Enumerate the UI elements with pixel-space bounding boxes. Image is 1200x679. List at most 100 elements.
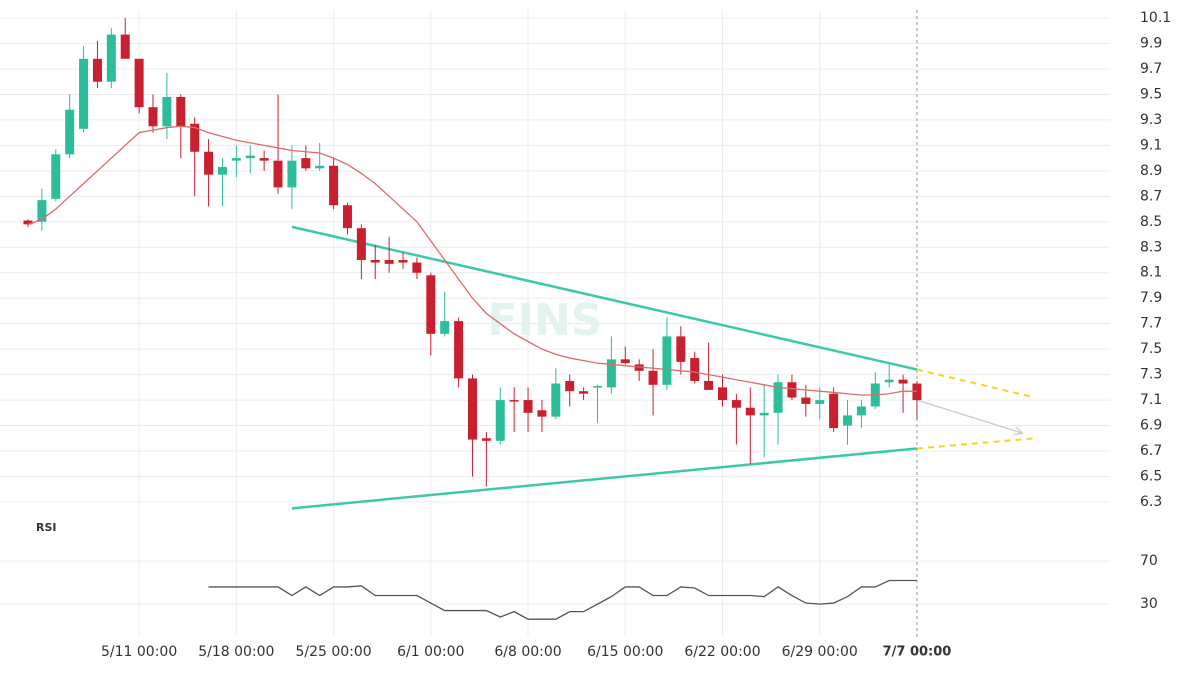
candle-body: [65, 109, 75, 155]
rsi-label: RSI: [36, 521, 57, 534]
candle-body: [329, 165, 339, 206]
candle-body: [509, 400, 519, 402]
y-tick-label: 9.9: [1140, 36, 1162, 52]
candle-body: [454, 321, 464, 379]
x-tick-label: 6/8 00:00: [494, 644, 561, 660]
y-tick-label: 6.5: [1140, 468, 1162, 484]
candle-body: [718, 387, 727, 401]
moving-average: [27, 125, 917, 396]
y-tick-label: 6.3: [1140, 494, 1162, 510]
candle-body: [190, 123, 200, 152]
candle-body: [592, 386, 602, 388]
y-tick-label: 7.5: [1140, 341, 1162, 357]
candle-body: [23, 220, 33, 225]
y-tick-label: 7.7: [1140, 316, 1162, 332]
candle-body: [731, 400, 741, 408]
candle-body: [565, 380, 575, 392]
x-tick-label: 6/1 00:00: [397, 644, 464, 660]
candle-body: [315, 165, 325, 169]
trendline: [291, 225, 918, 371]
y-tick-label: 8.5: [1140, 214, 1162, 230]
candle-body: [231, 158, 241, 161]
y-tick-label: 9.5: [1140, 86, 1162, 102]
candle-body: [51, 154, 61, 199]
y-tick-label: 10.1: [1140, 10, 1171, 26]
candle-body: [370, 260, 380, 263]
arrow: [916, 399, 1023, 434]
y-tick-label: 9.1: [1140, 137, 1162, 153]
candle-body: [662, 336, 672, 385]
candle-body: [537, 410, 547, 417]
y-tick-label: 6.7: [1140, 443, 1162, 459]
y-tick-label: 7.3: [1140, 367, 1162, 383]
candle-body: [843, 415, 853, 426]
candle-body: [829, 393, 839, 429]
y-tick-label: 8.7: [1140, 188, 1162, 204]
candle-body: [106, 34, 116, 82]
candle-body: [245, 155, 255, 159]
candle-body: [606, 359, 616, 388]
candle-body: [884, 379, 894, 383]
candle-body: [690, 358, 700, 381]
y-tick-label: 6.9: [1140, 418, 1162, 434]
rsi-line: [208, 579, 917, 620]
candle-body: [801, 397, 811, 404]
candle-body: [37, 200, 47, 222]
y-tick-label: 8.3: [1140, 239, 1162, 255]
y-tick-label: 8.1: [1140, 265, 1162, 281]
y-tick-label: 9.3: [1140, 112, 1162, 128]
candle-body: [301, 158, 311, 169]
candle-body: [356, 228, 366, 261]
candle-body: [523, 400, 533, 413]
x-tick-label: 6/15 00:00: [587, 644, 663, 660]
candle-body: [79, 58, 89, 129]
projection: [916, 368, 1036, 399]
candle-body: [620, 359, 630, 364]
candle-body: [745, 407, 755, 416]
candle-body: [856, 406, 866, 416]
candle-body: [162, 96, 172, 127]
candle-body: [342, 205, 352, 229]
rsi-tick-label: 70: [1140, 553, 1158, 569]
candle-body: [398, 260, 408, 263]
x-tick-label: 7/7 00:00: [883, 645, 952, 660]
candle-body: [787, 382, 797, 398]
candle-body: [481, 438, 491, 441]
candle-body: [92, 58, 102, 82]
candle-body: [134, 58, 144, 108]
x-tick-label: 5/11 00:00: [101, 644, 177, 660]
candle-body: [273, 160, 283, 188]
candle-body: [120, 34, 130, 59]
x-tick-label: 6/22 00:00: [684, 644, 760, 660]
candle-body: [676, 336, 686, 362]
candle-body: [426, 275, 436, 334]
y-tick-label: 7.9: [1140, 290, 1162, 306]
candle-body: [384, 260, 394, 264]
trendline: [291, 447, 918, 510]
candle-body: [467, 378, 477, 440]
x-tick-label: 6/29 00:00: [782, 644, 858, 660]
y-tick-label: 8.9: [1140, 163, 1162, 179]
candle-body: [287, 160, 297, 188]
candle-body: [898, 379, 908, 384]
candle-body: [773, 382, 783, 413]
candle-body: [148, 107, 158, 127]
y-tick-label: 9.7: [1140, 61, 1162, 77]
candle-body: [579, 391, 589, 394]
candle-body: [495, 400, 505, 441]
candle-body: [759, 412, 769, 416]
candle-body: [176, 96, 186, 127]
candle-body: [704, 380, 714, 390]
candle-body: [217, 167, 227, 175]
watermark: FINS: [488, 295, 603, 346]
candle-body: [648, 370, 658, 385]
candle-body: [204, 151, 214, 175]
candle-body: [412, 262, 422, 273]
x-tick-label: 5/25 00:00: [295, 644, 371, 660]
x-tick-label: 5/18 00:00: [198, 644, 274, 660]
candle-body: [815, 400, 825, 404]
candle-body: [259, 158, 269, 161]
y-tick-label: 7.1: [1140, 392, 1162, 408]
rsi-tick-label: 30: [1140, 596, 1158, 612]
